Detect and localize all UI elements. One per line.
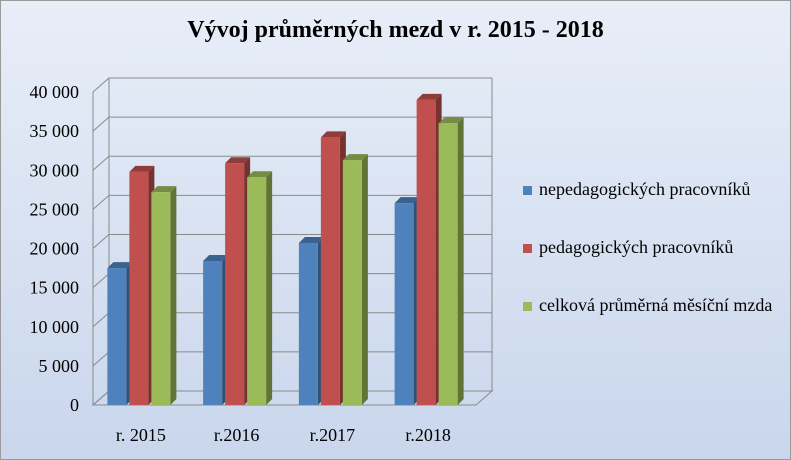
bar-top <box>394 197 420 204</box>
legend-label: pedagogických pracovníků <box>539 237 734 257</box>
bar-side <box>266 171 273 405</box>
bar-top <box>203 255 229 262</box>
bar-top <box>320 131 346 138</box>
x-tick-label: r.2016 <box>214 425 260 445</box>
legend-item-pedagogicti: pedagogických pracovníků <box>523 235 733 260</box>
bar <box>342 160 362 405</box>
bar <box>129 171 149 405</box>
bar-top <box>438 117 464 124</box>
bar-side <box>457 117 464 406</box>
bar <box>203 261 223 405</box>
bar <box>438 123 458 406</box>
legend-label: celková průměrná měsíční mzda <box>539 295 773 315</box>
x-tick-label: r. 2015 <box>116 425 166 445</box>
bar-side <box>361 154 368 405</box>
bar <box>151 192 171 405</box>
bar <box>416 99 436 405</box>
bar-side <box>170 186 177 405</box>
bar-top <box>225 157 251 164</box>
legend-swatch-red <box>523 244 532 253</box>
legend-item-nepedagogicti: nepedagogických pracovníků <box>523 177 750 202</box>
y-tick-label: 10 000 <box>30 317 80 337</box>
y-tick-label: 40 000 <box>30 82 80 102</box>
legend-item-celkova: celková průměrná měsíční mzda <box>523 293 772 318</box>
chart-title: Vývoj průměrných mezd v r. 2015 - 2018 <box>187 17 604 43</box>
y-tick-label: 0 <box>70 395 79 415</box>
legend-swatch-blue <box>523 186 532 195</box>
bar-top <box>298 237 324 244</box>
bar <box>107 268 127 405</box>
bar-top <box>151 186 177 193</box>
gridline <box>92 77 492 93</box>
bar <box>298 243 318 405</box>
bar-top <box>247 171 273 178</box>
y-tick-label: 25 000 <box>30 199 80 219</box>
bar-top <box>342 154 368 161</box>
y-tick-label: 20 000 <box>30 239 80 259</box>
legend-label: nepedagogických pracovníků <box>539 179 751 199</box>
x-tick-label: r.2018 <box>405 425 451 445</box>
bar-top <box>416 93 442 100</box>
y-tick-label: 5 000 <box>39 356 80 376</box>
y-tick-label: 30 000 <box>30 160 80 180</box>
legend-swatch-green <box>523 302 532 311</box>
bar <box>394 203 414 405</box>
bar <box>320 137 340 405</box>
bar-top <box>129 165 155 172</box>
x-tick-label: r.2017 <box>310 425 356 445</box>
bar <box>247 177 267 405</box>
y-tick-label: 35 000 <box>30 121 80 141</box>
y-tick-label: 15 000 <box>30 278 80 298</box>
bar-top <box>107 262 133 269</box>
bar <box>225 163 245 405</box>
